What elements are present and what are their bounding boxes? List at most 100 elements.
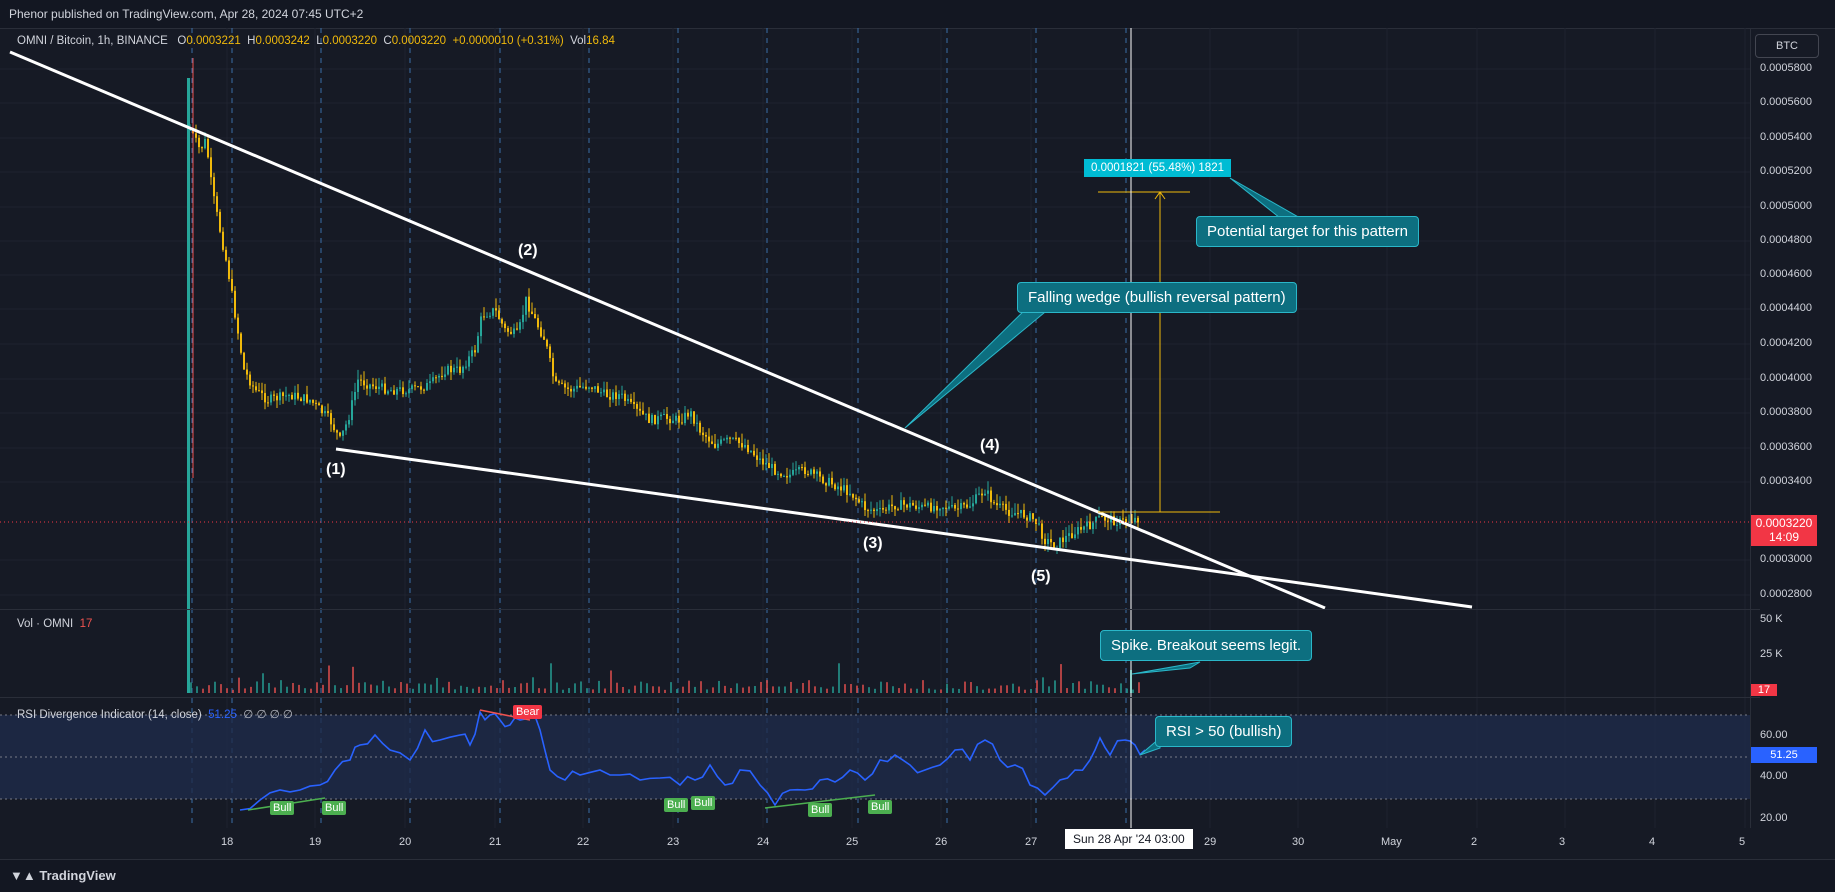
candle-body (858, 499, 860, 503)
volume-bar (646, 683, 648, 693)
volume-bar (466, 686, 468, 693)
volume-bar (790, 681, 792, 693)
callout-pointer (904, 299, 1051, 429)
candle-body (420, 386, 422, 390)
candle-body (486, 316, 488, 318)
volume-bar (394, 688, 396, 693)
volume-bar (754, 686, 756, 693)
currency-button[interactable]: BTC (1755, 34, 1819, 58)
time-tick: 30 (1292, 836, 1305, 848)
volume-bar (526, 682, 528, 693)
candle-body (819, 471, 821, 477)
candle-body (225, 249, 227, 261)
candle-body (411, 385, 413, 390)
volume-bar (514, 687, 516, 693)
candle-body (249, 374, 251, 386)
volume-bar (676, 689, 678, 693)
high-value: 0.0003242 (255, 35, 310, 47)
candle-body (480, 316, 482, 337)
candle-body (735, 437, 737, 439)
measure-arrow (1154, 191, 1166, 200)
rsi-callout[interactable]: RSI > 50 (bullish) (1155, 716, 1293, 747)
volume-bar (364, 682, 366, 693)
rsi-label[interactable]: RSI Divergence Indicator (14, close) (17, 709, 202, 721)
volume-bar (628, 689, 630, 693)
volume-bar (742, 687, 744, 693)
wave-label-2[interactable]: (2) (518, 242, 538, 259)
candle-body (723, 439, 725, 441)
falling-wedge-callout[interactable]: Falling wedge (bullish reversal pattern) (1017, 282, 1297, 313)
candle-body (417, 386, 419, 388)
candle-body (1089, 521, 1091, 530)
volume-bar (682, 686, 684, 693)
spike-callout[interactable]: Spike. Breakout seems legit. (1100, 630, 1313, 661)
candle-body (261, 390, 263, 394)
candle-body (1059, 537, 1061, 548)
candle-body (1086, 521, 1088, 527)
chart-canvas[interactable] (0, 28, 1835, 859)
candle-body (360, 379, 362, 381)
volume-bar (826, 688, 828, 693)
volume-bar (946, 683, 948, 693)
candle-body (1047, 539, 1049, 545)
price-tick: 0.0005200 (1760, 165, 1812, 177)
volume-bar (880, 681, 882, 693)
volume-bar (1000, 685, 1002, 693)
candle-body (684, 412, 686, 424)
volume-bar (490, 685, 492, 693)
candle-body (459, 366, 461, 373)
candle-body (720, 439, 722, 444)
volume-bar (988, 688, 990, 693)
candle-body (714, 443, 716, 448)
candle-body (348, 420, 350, 425)
price-tick: 0.0004200 (1760, 337, 1812, 349)
candle-body (957, 508, 959, 510)
volume-bar (832, 686, 834, 693)
tradingview-logo[interactable]: ▼▲ TradingView (10, 868, 116, 883)
bull-badge: Bull (691, 796, 716, 810)
candle-body (288, 394, 290, 396)
change-value: +0.0000010 (+0.31%) (452, 35, 564, 47)
wave-label-4[interactable]: (4) (980, 437, 1000, 454)
pane-separator (0, 697, 1760, 698)
candle-body (246, 369, 248, 375)
candle-body (273, 394, 275, 396)
bull-badge: Bull (808, 803, 833, 817)
candle-body (645, 413, 647, 415)
wedge-upper-trendline (9, 50, 1326, 610)
candle-body (1023, 509, 1025, 518)
candle-body (657, 416, 659, 425)
rsi-band (0, 714, 1750, 800)
symbol-name[interactable]: OMNI / Bitcoin, 1h, BINANCE (17, 35, 168, 47)
time-tick: 23 (667, 836, 680, 848)
target-callout[interactable]: Potential target for this pattern (1196, 216, 1419, 247)
price-range-measure[interactable]: 0.0001821 (55.48%) 1821 (1084, 159, 1231, 177)
candle-body (621, 393, 623, 395)
candle-body (774, 463, 776, 475)
candle-body (531, 311, 533, 315)
price-tick: 0.0005800 (1760, 62, 1812, 74)
volume-bar (448, 681, 450, 693)
candle-body (264, 393, 266, 403)
candle-body (1020, 509, 1022, 514)
candle-body (546, 339, 548, 347)
candle-body (675, 415, 677, 421)
candle-body (993, 502, 995, 504)
candle-body (405, 393, 407, 395)
candle-body (630, 398, 632, 402)
candle-body (315, 402, 317, 404)
candle-body (759, 458, 761, 460)
wave-label-3[interactable]: (3) (863, 535, 883, 552)
candle-body (699, 422, 701, 433)
time-tick: 2 (1471, 836, 1478, 848)
wave-label-5[interactable]: (5) (1031, 568, 1051, 585)
bull-badge: Bull (868, 800, 893, 814)
candle-body (336, 430, 338, 433)
volume-label[interactable]: Vol · OMNI (17, 618, 74, 630)
candle-body (435, 377, 437, 379)
candle-body (381, 383, 383, 387)
wave-label-1[interactable]: (1) (326, 461, 346, 478)
candle-body (792, 469, 794, 475)
candle-body (990, 490, 992, 503)
volume-bar (736, 683, 738, 693)
